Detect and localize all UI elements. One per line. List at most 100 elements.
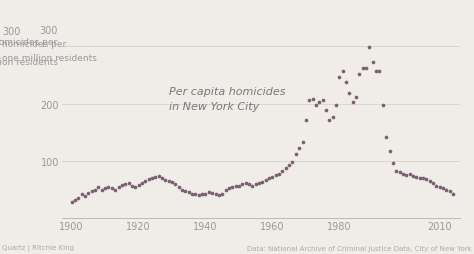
Point	[359, 67, 366, 71]
Point	[172, 182, 179, 186]
Point	[272, 173, 280, 178]
Point	[98, 188, 106, 192]
Point	[148, 176, 156, 180]
Point	[409, 174, 417, 178]
Text: homicides per: homicides per	[2, 39, 67, 48]
Point	[446, 189, 454, 194]
Point	[259, 180, 266, 184]
Point	[332, 104, 340, 108]
Point	[285, 163, 293, 167]
Point	[292, 152, 300, 156]
Point	[255, 181, 263, 185]
Point	[215, 194, 223, 198]
Point	[422, 178, 430, 182]
Point	[195, 194, 202, 198]
Point	[202, 192, 210, 196]
Point	[262, 178, 270, 182]
Point	[396, 171, 403, 175]
Point	[105, 185, 112, 189]
Point	[81, 195, 89, 199]
Point	[316, 101, 323, 105]
Point	[125, 181, 132, 185]
Point	[252, 182, 259, 186]
Text: 300: 300	[2, 27, 21, 37]
Point	[282, 166, 290, 170]
Point	[295, 147, 303, 151]
Point	[248, 184, 256, 188]
Point	[279, 170, 286, 174]
Point	[339, 70, 346, 74]
Point	[131, 185, 139, 189]
Point	[205, 190, 213, 194]
Point	[108, 187, 116, 191]
Point	[426, 179, 433, 183]
Point	[402, 173, 410, 178]
Point	[152, 175, 159, 179]
Point	[329, 115, 337, 119]
Point	[128, 184, 136, 188]
Point	[135, 183, 142, 187]
Point	[356, 72, 363, 76]
Point	[84, 191, 92, 195]
Point	[386, 150, 393, 154]
Point	[212, 192, 219, 196]
Point	[389, 161, 397, 165]
Point	[412, 175, 420, 179]
Point	[182, 189, 189, 193]
Point	[145, 178, 153, 182]
Point	[379, 104, 387, 108]
Point	[158, 176, 166, 180]
Point	[336, 75, 343, 79]
Point	[115, 185, 122, 189]
Point	[305, 98, 313, 102]
Point	[238, 182, 246, 186]
Point	[429, 181, 437, 185]
Point	[449, 193, 457, 197]
Text: Data: National Archive of Criminal Justice Data, City of New York: Data: National Archive of Criminal Justi…	[247, 245, 472, 251]
Text: one million residents: one million residents	[0, 57, 58, 67]
Text: 300: 300	[39, 26, 58, 36]
Point	[101, 187, 109, 191]
Point	[443, 188, 450, 192]
Point	[416, 176, 423, 180]
Point	[399, 172, 407, 177]
Point	[175, 185, 182, 189]
Point	[209, 191, 216, 195]
Point	[198, 193, 206, 197]
Point	[392, 170, 400, 174]
Point	[369, 61, 376, 65]
Point	[362, 67, 370, 71]
Point	[235, 184, 243, 188]
Text: one million residents: one million residents	[2, 53, 97, 62]
Point	[326, 118, 333, 122]
Point	[68, 200, 75, 204]
Point	[319, 98, 327, 102]
Point	[111, 188, 119, 192]
Point	[433, 184, 440, 188]
Point	[191, 193, 199, 197]
Point	[376, 70, 383, 74]
Point	[168, 180, 176, 184]
Point	[222, 188, 229, 192]
Point	[225, 187, 233, 191]
Text: homicides per: homicides per	[0, 37, 58, 46]
Point	[88, 189, 96, 193]
Point	[78, 193, 85, 197]
Point	[178, 188, 186, 192]
Point	[383, 135, 390, 139]
Point	[373, 70, 380, 74]
Point	[265, 176, 273, 180]
Point	[419, 176, 427, 180]
Point	[228, 185, 236, 189]
Point	[275, 172, 283, 176]
Point	[406, 172, 413, 176]
Point	[352, 95, 360, 99]
Point	[91, 188, 99, 192]
Point	[232, 184, 239, 188]
Point	[141, 179, 149, 183]
Point	[312, 104, 319, 108]
Point	[322, 109, 330, 113]
Text: Per capita homicides
in New York City: Per capita homicides in New York City	[169, 87, 286, 112]
Point	[439, 187, 447, 191]
Point	[165, 179, 173, 183]
